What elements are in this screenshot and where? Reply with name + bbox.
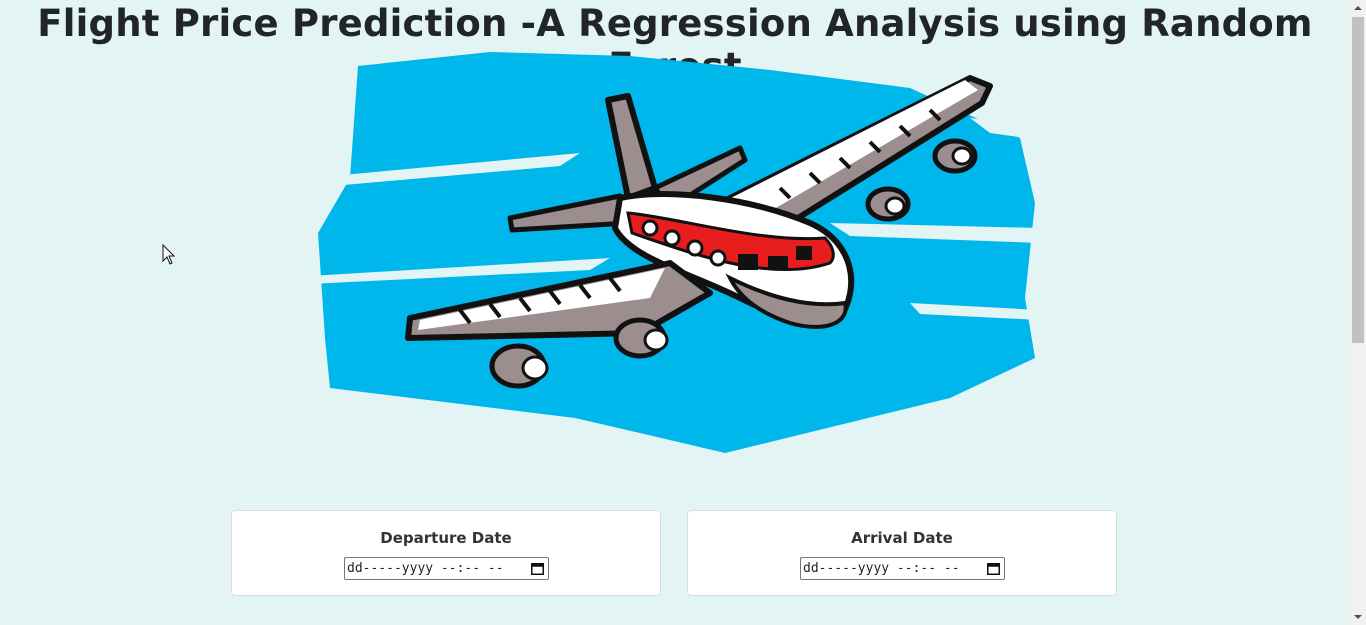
sky-streak — [310, 153, 580, 188]
sky-streak — [970, 118, 1040, 140]
sky-streak — [830, 223, 1040, 243]
airplane-illustration — [310, 52, 1040, 453]
engine — [521, 355, 549, 381]
engine — [643, 328, 669, 352]
vertical-scrollbar[interactable] — [1350, 0, 1366, 625]
departure-date-placeholder: dd-----yyyy --:-- -- — [347, 561, 504, 576]
arrival-date-placeholder: dd-----yyyy --:-- -- — [803, 561, 960, 576]
mouse-pointer-icon — [162, 244, 176, 265]
arrival-date-label: Arrival Date — [851, 529, 953, 547]
engine — [951, 146, 973, 166]
arrival-date-card: Arrival Date dd-----yyyy --:-- -- — [687, 510, 1117, 596]
departure-date-card: Departure Date dd-----yyyy --:-- -- — [231, 510, 661, 596]
calendar-icon[interactable] — [531, 562, 544, 575]
departure-date-label: Departure Date — [380, 529, 512, 547]
departure-date-input[interactable]: dd-----yyyy --:-- -- — [344, 557, 549, 580]
scroll-up-arrow-icon[interactable] — [1350, 0, 1366, 16]
fuselage-belly — [725, 273, 848, 329]
wing-ribs — [458, 108, 942, 325]
scroll-down-arrow-icon[interactable] — [1350, 609, 1366, 625]
wing-left-top — [418, 268, 665, 330]
windows — [641, 219, 812, 270]
sky-streak — [310, 258, 610, 284]
sky-streak — [910, 303, 1040, 320]
fuselage-stripe — [626, 211, 835, 271]
scrollbar-thumb[interactable] — [1352, 17, 1364, 343]
engine — [884, 196, 906, 216]
arrival-date-input[interactable]: dd-----yyyy --:-- -- — [800, 557, 1005, 580]
calendar-icon[interactable] — [987, 562, 1000, 575]
